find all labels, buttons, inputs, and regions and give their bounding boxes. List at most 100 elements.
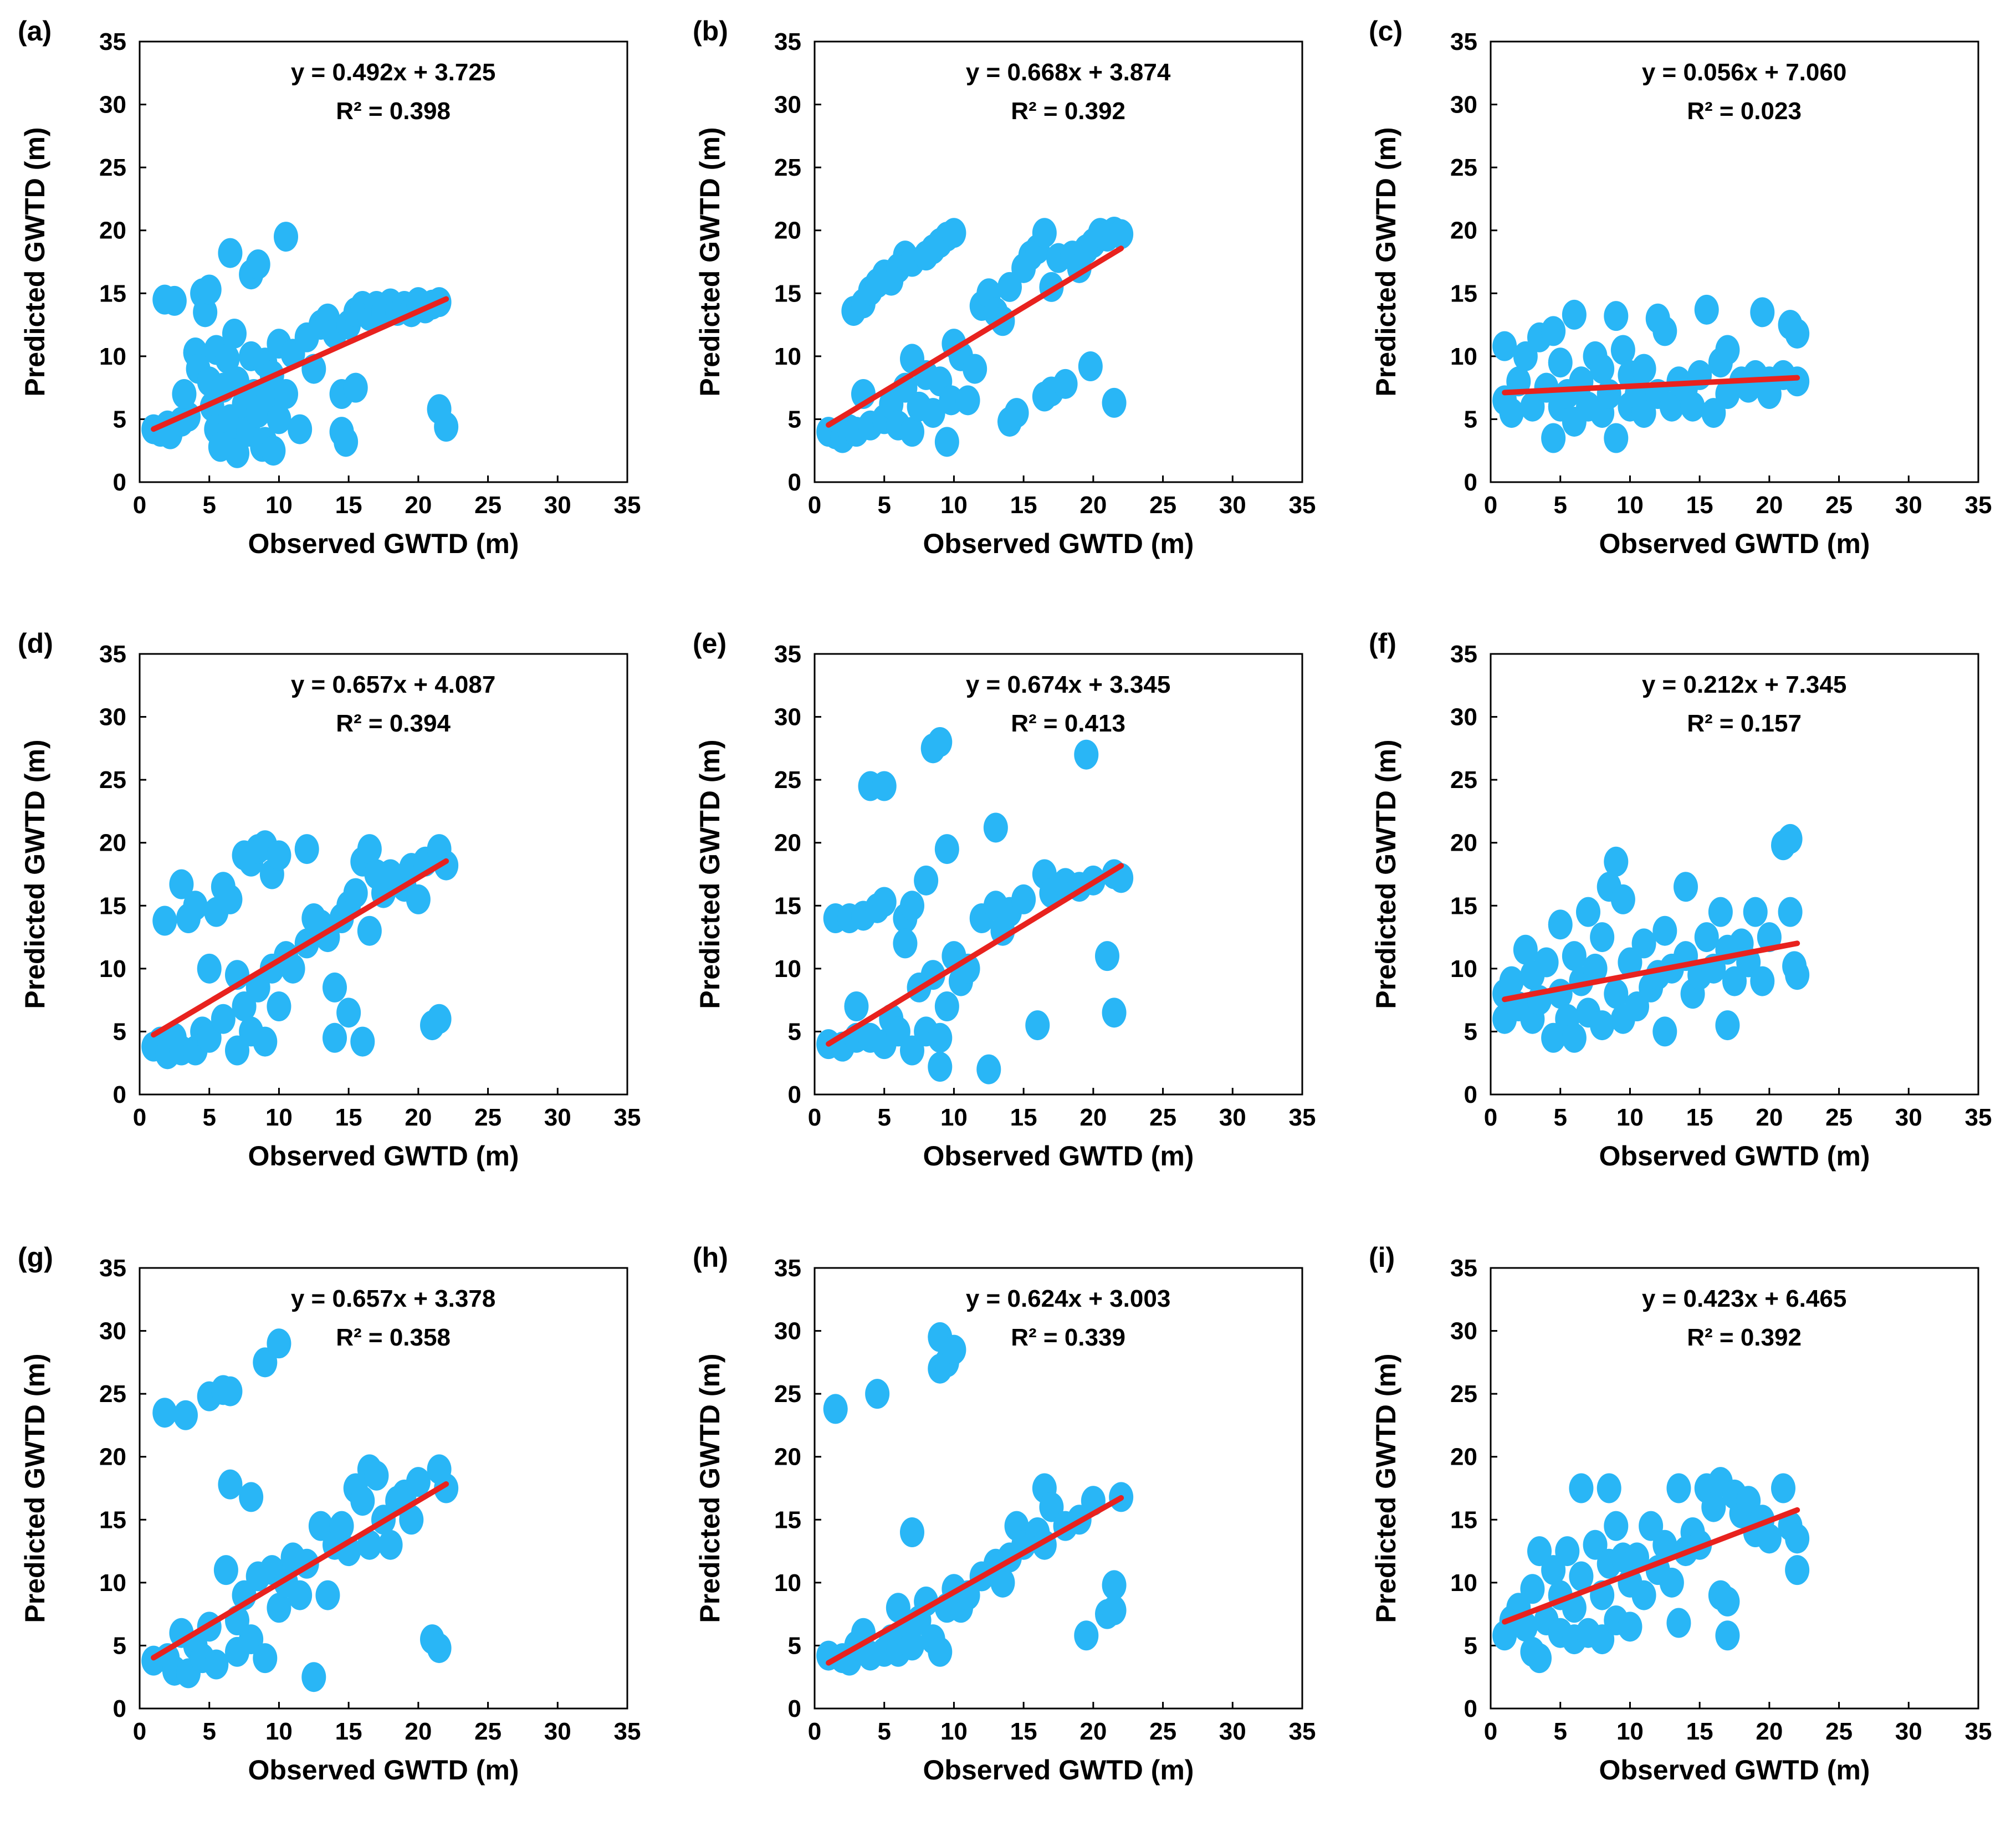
scatter-point (1757, 1523, 1782, 1554)
scatter-point (1074, 1620, 1099, 1651)
y-tick-label: 30 (1450, 91, 1477, 119)
scatter-point (1520, 1574, 1545, 1604)
scatter-point (1604, 423, 1629, 453)
y-tick-label: 5 (113, 1632, 126, 1659)
x-tick-label: 15 (1010, 1104, 1037, 1131)
x-tick-label: 25 (1149, 1718, 1176, 1745)
scatter-point (934, 834, 959, 865)
scatter-point (323, 972, 347, 1002)
scatter-point (942, 1334, 966, 1365)
scatter-point (1032, 218, 1057, 248)
x-tick-label: 35 (1965, 492, 1992, 519)
scatter-point (1701, 1492, 1726, 1522)
x-tick-label: 15 (1686, 492, 1713, 519)
scatter-point (1680, 391, 1705, 422)
y-tick-label: 30 (99, 1318, 126, 1345)
x-tick-label: 15 (1686, 1104, 1713, 1131)
scatter-point (253, 1643, 278, 1674)
x-axis-label: Observed GWTD (m) (923, 1140, 1194, 1172)
trendline (826, 245, 1124, 428)
x-tick-label: 20 (1756, 492, 1783, 519)
y-tick-label: 20 (774, 217, 801, 244)
scatter-point (152, 906, 177, 936)
x-tick-label: 5 (877, 1104, 891, 1131)
scatter-point (1492, 331, 1517, 361)
scatter-point (218, 1469, 243, 1500)
scatter-point (1715, 1010, 1740, 1041)
scatter-series (141, 830, 459, 1070)
scatter-point (1674, 872, 1698, 902)
x-tick-label: 25 (1149, 1104, 1176, 1131)
y-tick-label: 5 (1464, 1018, 1477, 1045)
y-tick-label: 10 (1450, 1569, 1477, 1597)
scatter-point (1604, 301, 1629, 331)
scatter-point (1778, 897, 1803, 927)
scatter-point (169, 869, 194, 899)
x-axis-label: Observed GWTD (m) (1599, 1140, 1870, 1172)
scatter-point (1785, 1555, 1810, 1585)
scatter-point (1548, 909, 1573, 940)
scatter-point (218, 238, 243, 268)
scatter-point (1548, 347, 1573, 378)
scatter-point (983, 812, 1008, 843)
panel-letter: (a) (18, 16, 52, 47)
scatter-point (218, 1376, 243, 1406)
x-axis-label: Observed GWTD (m) (1599, 528, 1870, 559)
scatter-point (1513, 934, 1538, 965)
scatter-point (1074, 739, 1099, 770)
x-tick-label: 0 (1484, 1104, 1497, 1131)
panel-letter: (f) (1369, 628, 1396, 659)
y-tick-label: 35 (1450, 28, 1477, 55)
trendline (1502, 375, 1800, 396)
scatter-point (204, 1649, 229, 1680)
scatter-point (1604, 1511, 1629, 1541)
scatter-point (267, 1328, 291, 1359)
scatter-point (1095, 941, 1119, 971)
y-tick-label: 10 (774, 955, 801, 983)
y-tick-label: 15 (774, 280, 801, 307)
scatter-point (1785, 1523, 1810, 1554)
y-tick-label: 0 (113, 1695, 126, 1722)
scatter-point (350, 1026, 375, 1057)
scatter-point (1715, 1620, 1740, 1651)
scatter-point (934, 427, 959, 457)
y-tick-label: 30 (99, 91, 126, 119)
x-tick-label: 20 (405, 492, 432, 519)
y-axis-label: Predicted GWTD (m) (19, 1353, 50, 1623)
scatter-point (1576, 897, 1600, 927)
x-tick-label: 25 (1825, 1718, 1853, 1745)
y-tick-label: 10 (99, 1569, 126, 1597)
x-tick-label: 25 (1825, 1104, 1853, 1131)
scatter-point (1785, 366, 1810, 397)
scatter-point (357, 1530, 382, 1560)
x-tick-label: 0 (808, 1718, 821, 1745)
y-tick-label: 35 (1450, 1255, 1477, 1282)
scatter-series (816, 1322, 1134, 1676)
x-tick-label: 5 (877, 1718, 891, 1745)
y-tick-label: 20 (774, 1444, 801, 1471)
r-squared-label: R² = 0.392 (1011, 98, 1125, 125)
y-tick-label: 0 (1464, 1081, 1477, 1108)
x-tick-label: 15 (335, 492, 362, 519)
y-tick-label: 0 (113, 1081, 126, 1108)
x-tick-label: 15 (335, 1718, 362, 1745)
y-tick-label: 15 (99, 280, 126, 307)
scatter-point (267, 991, 291, 1021)
scatter-point (1555, 1536, 1580, 1567)
scatter-point (939, 385, 964, 416)
x-tick-label: 25 (1825, 492, 1853, 519)
y-tick-label: 20 (99, 1444, 126, 1471)
x-tick-label: 30 (544, 1718, 571, 1745)
x-tick-label: 20 (405, 1718, 432, 1745)
x-tick-label: 20 (1756, 1718, 1783, 1745)
x-tick-label: 0 (133, 492, 146, 519)
y-tick-label: 35 (99, 1255, 126, 1282)
y-tick-label: 30 (774, 704, 801, 731)
scatter-point (1590, 1010, 1615, 1041)
scatter-point (928, 1022, 953, 1053)
scatter-point (350, 1486, 375, 1516)
y-tick-label: 25 (774, 1380, 801, 1408)
x-tick-label: 5 (1553, 1104, 1567, 1131)
y-tick-label: 30 (774, 1318, 801, 1345)
